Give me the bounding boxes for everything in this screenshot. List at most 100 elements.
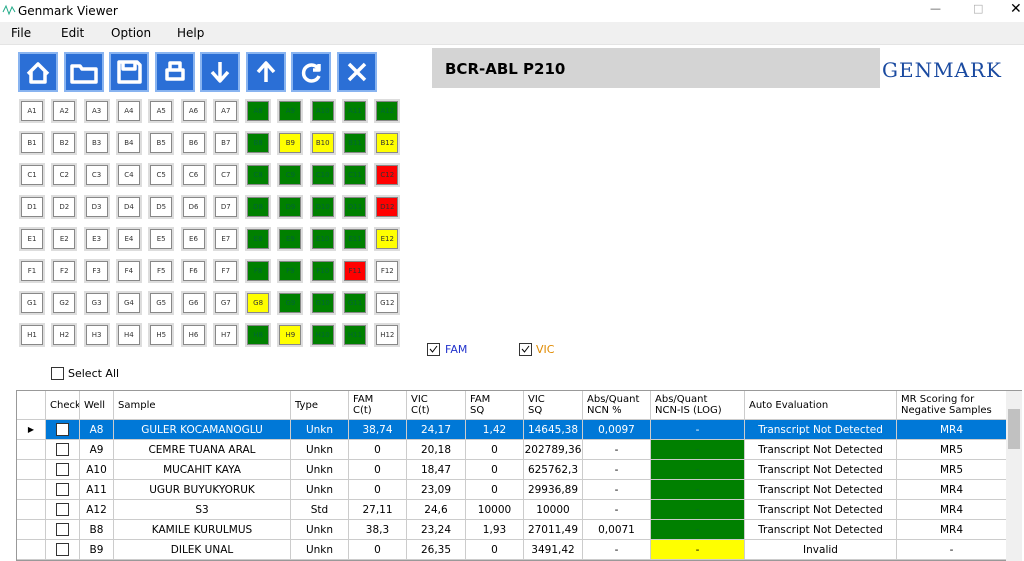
toolbar-button[interactable] bbox=[109, 52, 149, 92]
menu-item[interactable]: Help bbox=[177, 26, 205, 40]
well[interactable]: H6 bbox=[182, 325, 205, 345]
table-cell[interactable]: CEMRE TUANA ARAL bbox=[114, 440, 291, 460]
table-cell[interactable]: KAMILE KURULMUS bbox=[114, 520, 291, 540]
well[interactable]: H10 bbox=[311, 325, 334, 345]
well[interactable]: G12 bbox=[376, 293, 399, 313]
well[interactable]: E11 bbox=[344, 229, 366, 249]
scrollbar[interactable] bbox=[1006, 391, 1022, 561]
table-cell[interactable]: UGUR BUYUKYORUK bbox=[114, 480, 291, 500]
select-all-checkbox[interactable] bbox=[51, 367, 64, 380]
minimize[interactable]: — bbox=[930, 2, 941, 15]
well[interactable]: D2 bbox=[53, 197, 76, 217]
well[interactable]: A6 bbox=[182, 101, 205, 121]
close[interactable]: ✕ bbox=[1010, 1, 1022, 17]
row-checkbox[interactable] bbox=[56, 543, 69, 556]
well[interactable]: G9 bbox=[279, 293, 302, 313]
well[interactable]: F2 bbox=[53, 261, 76, 281]
well[interactable]: B9 bbox=[279, 133, 302, 153]
well[interactable]: D9 bbox=[279, 197, 302, 217]
well[interactable]: H8 bbox=[247, 325, 270, 345]
well[interactable]: E9 bbox=[279, 229, 302, 249]
well[interactable]: D11 bbox=[344, 197, 366, 217]
well[interactable]: B6 bbox=[182, 133, 205, 153]
row-checkbox[interactable] bbox=[56, 483, 69, 496]
well[interactable]: D8 bbox=[247, 197, 270, 217]
well[interactable]: G1 bbox=[21, 293, 43, 313]
well[interactable]: C6 bbox=[182, 165, 205, 185]
well[interactable]: B8 bbox=[247, 133, 270, 153]
well[interactable]: A5 bbox=[150, 101, 173, 121]
well[interactable]: H1 bbox=[21, 325, 43, 345]
toolbar-button[interactable] bbox=[245, 52, 286, 92]
well[interactable]: G4 bbox=[117, 293, 140, 313]
well[interactable]: D1 bbox=[21, 197, 43, 217]
well[interactable]: C7 bbox=[214, 165, 237, 185]
well[interactable]: D5 bbox=[150, 197, 173, 217]
well[interactable]: E10 bbox=[311, 229, 334, 249]
well[interactable]: F12 bbox=[376, 261, 399, 281]
menu-item[interactable]: Option bbox=[111, 26, 152, 40]
well[interactable]: B5 bbox=[150, 133, 173, 153]
row-checkbox[interactable] bbox=[56, 443, 69, 456]
well[interactable]: A9 bbox=[279, 101, 302, 121]
well[interactable]: H2 bbox=[53, 325, 76, 345]
table-cell[interactable]: GULER KOCAMANOGLU bbox=[114, 420, 291, 440]
well[interactable]: B4 bbox=[117, 133, 140, 153]
well[interactable]: E12 bbox=[376, 229, 399, 249]
well[interactable]: H4 bbox=[117, 325, 140, 345]
toolbar-button[interactable] bbox=[154, 52, 195, 92]
well[interactable]: C9 bbox=[279, 165, 302, 185]
well[interactable]: F4 bbox=[117, 261, 140, 281]
well[interactable]: C5 bbox=[150, 165, 173, 185]
toolbar-button[interactable] bbox=[63, 52, 104, 92]
well[interactable]: H11 bbox=[344, 325, 366, 345]
well[interactable]: F10 bbox=[311, 261, 334, 281]
well[interactable]: B3 bbox=[85, 133, 108, 153]
well[interactable]: B7 bbox=[214, 133, 237, 153]
well[interactable]: E1 bbox=[21, 229, 43, 249]
vic-checkbox[interactable] bbox=[519, 343, 532, 356]
well[interactable]: G7 bbox=[214, 293, 237, 313]
well[interactable]: A8 bbox=[247, 101, 270, 121]
well[interactable]: D3 bbox=[85, 197, 108, 217]
well[interactable]: H9 bbox=[279, 325, 302, 345]
well[interactable]: A12 bbox=[376, 101, 399, 121]
well[interactable]: F6 bbox=[182, 261, 205, 281]
well[interactable]: H3 bbox=[85, 325, 108, 345]
well[interactable]: F9 bbox=[279, 261, 302, 281]
well[interactable]: C1 bbox=[21, 165, 43, 185]
well[interactable]: G8 bbox=[247, 293, 270, 313]
well[interactable]: D10 bbox=[311, 197, 334, 217]
well[interactable]: D6 bbox=[182, 197, 205, 217]
well[interactable]: G2 bbox=[53, 293, 76, 313]
well[interactable]: G6 bbox=[182, 293, 205, 313]
well[interactable]: F5 bbox=[150, 261, 173, 281]
well[interactable]: F11 bbox=[344, 261, 366, 281]
well[interactable]: B12 bbox=[376, 133, 399, 153]
well[interactable]: C10 bbox=[311, 165, 334, 185]
well[interactable]: D7 bbox=[214, 197, 237, 217]
well[interactable]: F3 bbox=[85, 261, 108, 281]
row-checkbox[interactable] bbox=[56, 423, 69, 436]
well[interactable]: B11 bbox=[344, 133, 366, 153]
well[interactable]: D4 bbox=[117, 197, 140, 217]
well[interactable]: F7 bbox=[214, 261, 237, 281]
well[interactable]: H5 bbox=[150, 325, 173, 345]
scroll-thumb[interactable] bbox=[1008, 409, 1020, 449]
maximize[interactable]: □ bbox=[973, 2, 984, 15]
menu-item[interactable]: Edit bbox=[61, 26, 85, 40]
well[interactable]: B10 bbox=[311, 133, 334, 153]
menu-item[interactable]: File bbox=[11, 26, 32, 40]
well[interactable]: H12 bbox=[376, 325, 399, 345]
table-cell[interactable]: S3 bbox=[114, 500, 291, 520]
well[interactable]: C12 bbox=[376, 165, 399, 185]
well[interactable]: C11 bbox=[344, 165, 366, 185]
well[interactable]: G3 bbox=[85, 293, 108, 313]
well[interactable]: C3 bbox=[85, 165, 108, 185]
well[interactable]: A1 bbox=[21, 101, 43, 121]
well[interactable]: A7 bbox=[214, 101, 237, 121]
row-checkbox[interactable] bbox=[56, 523, 69, 536]
well[interactable]: F8 bbox=[247, 261, 270, 281]
well[interactable]: A4 bbox=[117, 101, 140, 121]
well[interactable]: F1 bbox=[21, 261, 43, 281]
